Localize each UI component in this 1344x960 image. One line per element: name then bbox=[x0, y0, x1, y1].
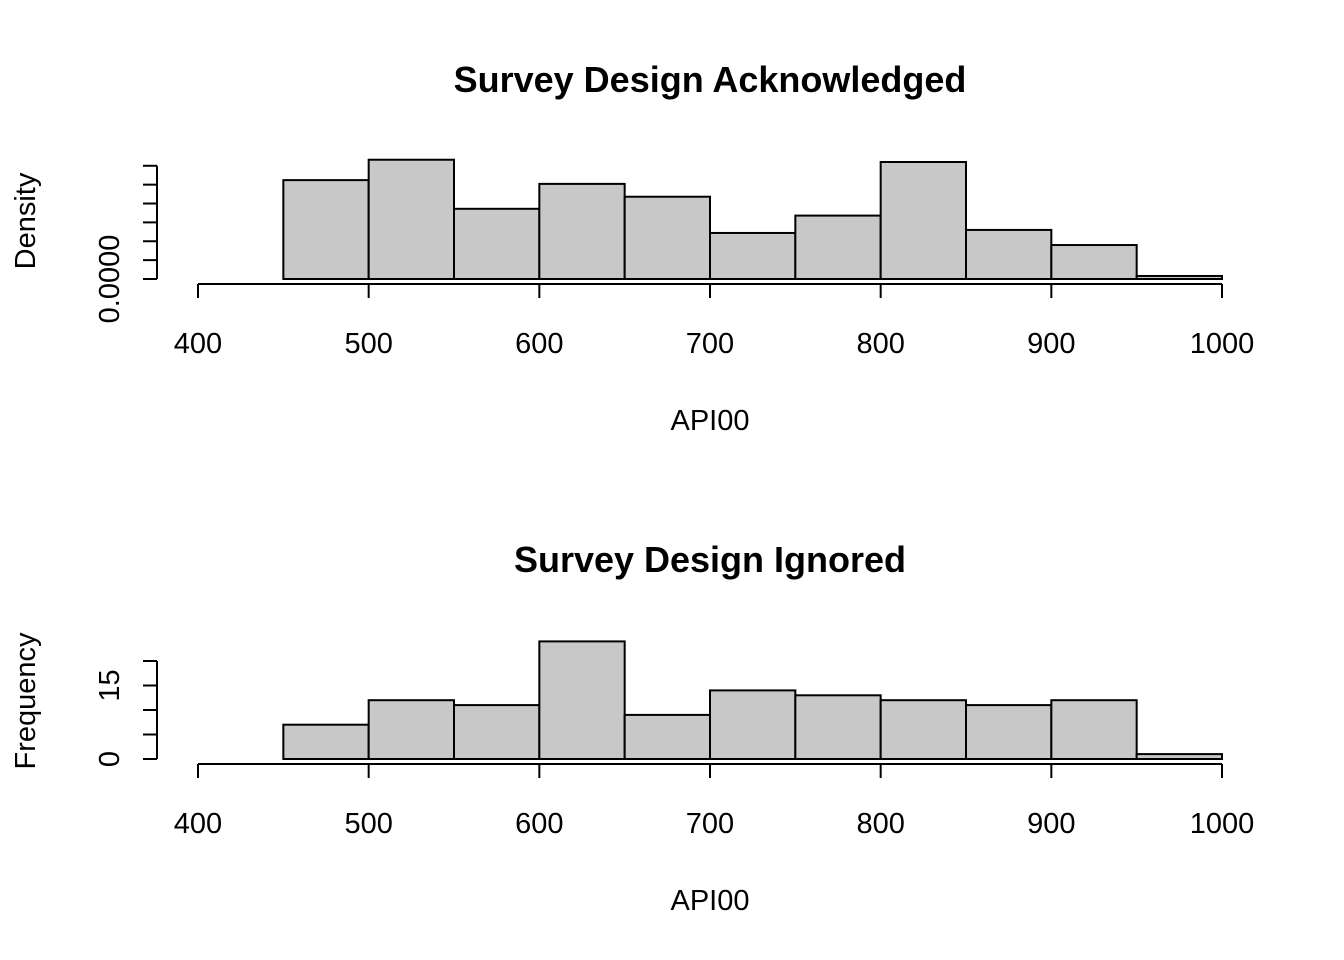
x-tick-label: 700 bbox=[686, 808, 734, 840]
x-tick-label: 600 bbox=[515, 328, 563, 360]
histogram-bar bbox=[1050, 699, 1138, 761]
histogram-bars bbox=[282, 158, 1223, 281]
histogram-bar bbox=[367, 699, 455, 761]
x-tick-label: 900 bbox=[1027, 328, 1075, 360]
x-tick-label: 400 bbox=[174, 328, 222, 360]
histogram-bar bbox=[879, 699, 968, 761]
y-axis-label: Frequency bbox=[10, 632, 42, 770]
x-axis: 400 500 600 700 800 900 1000 bbox=[174, 763, 1255, 840]
histogram-bar bbox=[367, 158, 455, 281]
x-axis-label: API00 bbox=[671, 405, 750, 437]
y-axis: 0.0000 bbox=[94, 164, 158, 324]
histogram-bar bbox=[1135, 753, 1223, 760]
x-tick-label: 500 bbox=[344, 808, 392, 840]
histogram-bar bbox=[1135, 274, 1223, 281]
x-axis: 400 500 600 700 800 900 1000 bbox=[174, 283, 1255, 360]
y-tick-label: 15 bbox=[94, 669, 126, 701]
histogram-bar bbox=[965, 228, 1053, 281]
y-tick-label: 0 bbox=[94, 751, 126, 767]
x-tick-label: 600 bbox=[515, 808, 563, 840]
y-tick-label: 0.0000 bbox=[94, 235, 126, 324]
x-tick-label: 1000 bbox=[1190, 808, 1255, 840]
x-tick-label: 800 bbox=[856, 328, 904, 360]
histogram-bars bbox=[282, 640, 1223, 761]
x-tick-label: 700 bbox=[686, 328, 734, 360]
histogram-bar bbox=[879, 161, 968, 280]
histogram-bar bbox=[794, 694, 882, 760]
histogram-bar bbox=[623, 195, 712, 280]
histogram-bar bbox=[965, 704, 1053, 760]
histogram-bar bbox=[538, 640, 626, 761]
x-tick-label: 1000 bbox=[1190, 328, 1255, 360]
histogram-bar bbox=[282, 179, 370, 281]
y-axis: 0 15 bbox=[94, 660, 158, 767]
chart-title: Survey Design Ignored bbox=[514, 539, 906, 580]
histogram-panel-ignored: Survey Design Ignored 400 500 600 700 800 900… bbox=[10, 539, 1254, 917]
histogram-bar bbox=[282, 723, 370, 761]
x-tick-label: 900 bbox=[1027, 808, 1075, 840]
y-axis-label: Density bbox=[10, 172, 42, 269]
histogram-bar bbox=[709, 689, 797, 761]
histogram-bar bbox=[1050, 244, 1138, 280]
histogram-bar bbox=[623, 713, 712, 761]
histogram-bar bbox=[538, 182, 626, 280]
histogram-bar bbox=[453, 704, 541, 760]
x-tick-label: 400 bbox=[174, 808, 222, 840]
x-tick-label: 800 bbox=[856, 808, 904, 840]
x-axis-label: API00 bbox=[671, 885, 750, 917]
histogram-bar bbox=[794, 214, 882, 281]
chart-title: Survey Design Acknowledged bbox=[454, 59, 967, 100]
histogram-panel-acknowledged: Survey Design Acknowledged 400 500 600 700 8… bbox=[10, 59, 1254, 437]
histogram-bar bbox=[453, 207, 541, 280]
histogram-bar bbox=[709, 231, 797, 280]
x-tick-label: 500 bbox=[344, 328, 392, 360]
